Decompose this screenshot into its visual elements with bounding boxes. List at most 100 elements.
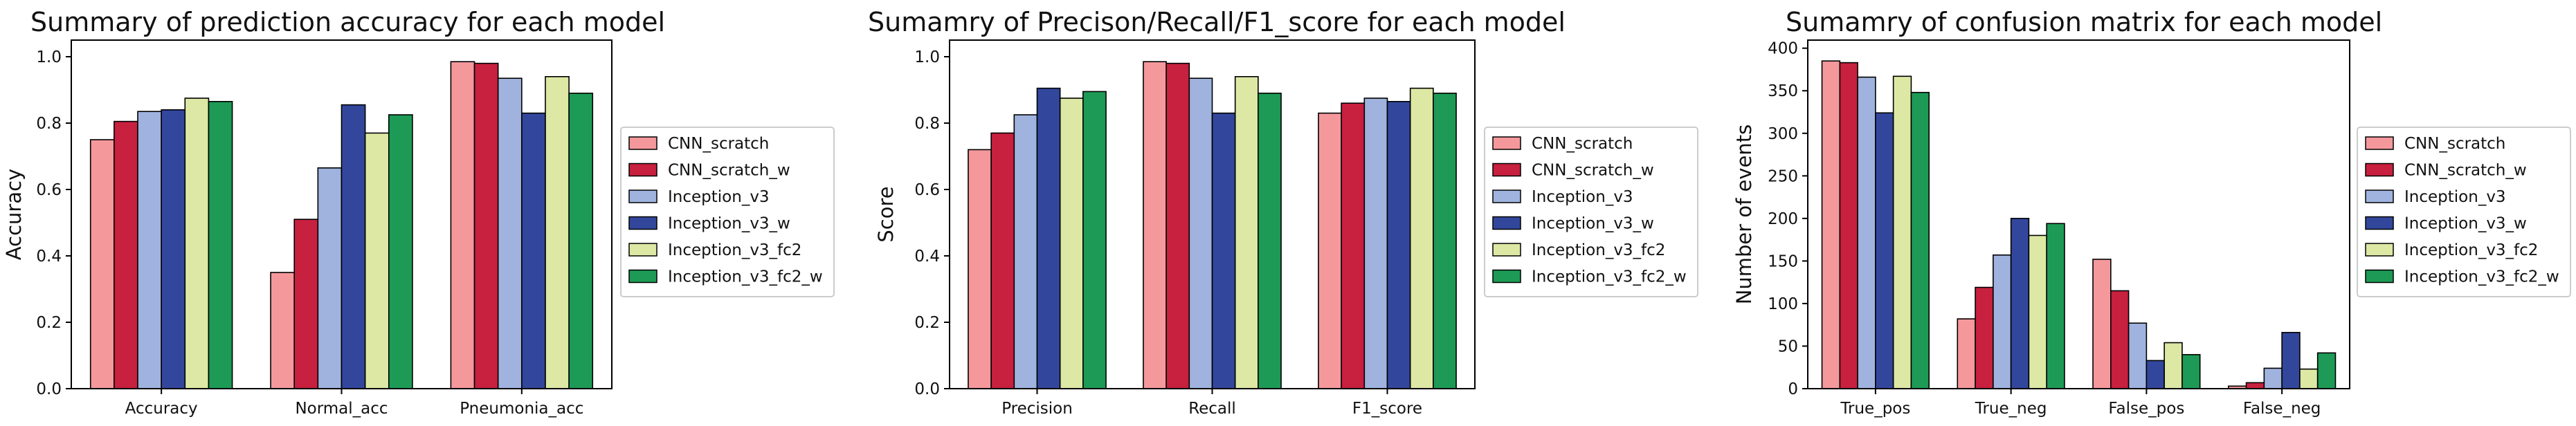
bar-inception-v3-fc2-w-recall	[1258, 93, 1282, 389]
bar-inception-v3-w-f1-score	[1386, 101, 1411, 389]
chart-1: Summary of prediction accuracy for each …	[2, 7, 835, 418]
y-tick-label: 0.2	[36, 314, 62, 332]
bar-inception-v3-fc2-accuracy	[184, 98, 210, 389]
legend-swatch-cnn-scratch-w	[628, 163, 657, 177]
bar-inception-v3-w-true-pos	[1875, 112, 1894, 389]
chart-title: Summary of prediction accuracy for each …	[30, 7, 665, 37]
bar-cnn-scratch-w-true-pos	[1839, 62, 1858, 389]
bar-inception-v3-w-recall	[1211, 112, 1236, 389]
legend-label: Inception_v3_fc2_w	[1532, 268, 1687, 286]
bar-inception-v3-fc2-w-false-pos	[2182, 353, 2201, 389]
bar-inception-v3-accuracy	[137, 111, 162, 389]
legend-label: Inception_v3_w	[1532, 215, 1654, 233]
bar-inception-v3-false-pos	[2128, 322, 2148, 389]
legend-label: Inception_v3_fc2_w	[2404, 268, 2559, 286]
legend-label: Inception_v3	[1532, 188, 1633, 206]
y-tick-label: 0.8	[914, 115, 940, 133]
bar-inception-v3-w-accuracy	[161, 109, 186, 389]
y-tick-label: 400	[1768, 40, 1798, 58]
legend: CNN_scratch CNN_scratch_w Inception_v3 Ince…	[620, 127, 835, 297]
y-tick-label: 150	[1768, 252, 1798, 270]
y-tick-label: 1.0	[36, 48, 62, 66]
legend-label: CNN_scratch	[1532, 135, 1633, 153]
x-tick-label: F1_score	[1352, 400, 1422, 418]
bar-inception-v3-fc2-w-accuracy	[208, 101, 233, 389]
legend-label: Inception_v3_w	[2404, 215, 2527, 233]
legend-swatch-inception-v3-fc2	[1492, 243, 1521, 257]
legend-label: Inception_v3	[2404, 188, 2506, 206]
legend-swatch-inception-v3	[628, 189, 657, 203]
bar-inception-v3-fc2-precision	[1059, 98, 1084, 389]
y-axis-label: Accuracy	[2, 169, 26, 260]
bar-inception-v3-precision	[1013, 114, 1038, 389]
legend-swatch-inception-v3-w	[2365, 216, 2394, 230]
legend-label: Inception_v3_w	[668, 215, 790, 233]
bar-cnn-scratch-w-f1-score	[1341, 102, 1366, 389]
bar-cnn-scratch-normal-acc	[270, 272, 296, 389]
legend-label: Inception_v3_fc2	[1532, 241, 1665, 259]
legend-swatch-cnn-scratch	[628, 136, 657, 150]
legend-swatch-inception-v3-fc2	[2365, 243, 2394, 257]
chart-title: Sumamry of Precison/Recall/F1_score for …	[868, 7, 1566, 37]
y-tick-label: 300	[1768, 125, 1798, 143]
plot-frame	[1807, 39, 2350, 389]
chart-3: Sumamry of confusion matrix for each mod…	[1732, 7, 2571, 418]
legend-swatch-cnn-scratch-w	[1492, 163, 1521, 177]
bar-inception-v3-true-neg	[1993, 254, 2012, 389]
bar-inception-v3-normal-acc	[317, 167, 343, 389]
legend-swatch-cnn-scratch	[2365, 136, 2394, 150]
y-tick-label: 0	[1788, 380, 1798, 398]
bar-inception-v3-fc2-false-pos	[2164, 342, 2183, 389]
bar-inception-v3-fc2-normal-acc	[364, 132, 390, 389]
legend-swatch-inception-v3	[1492, 189, 1521, 203]
bar-inception-v3-fc2-w-true-pos	[1910, 91, 1930, 389]
bar-inception-v3-w-true-neg	[2010, 218, 2030, 389]
legend-label: CNN_scratch_w	[1532, 162, 1654, 180]
bar-inception-v3-fc2-w-f1-score	[1433, 93, 1457, 389]
bar-inception-v3-fc2-true-neg	[2028, 234, 2047, 389]
legend: CNN_scratch CNN_scratch_w Inception_v3 Ince…	[1484, 127, 1698, 297]
x-tick-label: False_pos	[2108, 400, 2184, 418]
y-tick-label: 0.2	[914, 314, 940, 332]
legend-swatch-inception-v3-fc2-w	[1492, 269, 1521, 284]
y-tick-label: 250	[1768, 167, 1798, 185]
legend-label: Inception_v3_fc2_w	[668, 268, 823, 286]
y-tick-label: 0.4	[914, 248, 940, 266]
bar-cnn-scratch-w-recall	[1165, 62, 1190, 389]
bar-inception-v3-recall	[1188, 77, 1213, 389]
legend-box	[2357, 127, 2571, 297]
x-tick-label: False_neg	[2243, 400, 2321, 418]
y-tick-label: 200	[1768, 210, 1798, 228]
bar-inception-v3-true-pos	[1857, 76, 1876, 389]
bar-cnn-scratch-recall	[1143, 61, 1167, 389]
y-tick-label: 0.0	[36, 380, 62, 398]
bar-inception-v3-w-false-pos	[2146, 360, 2165, 389]
bar-inception-v3-false-neg	[2263, 367, 2283, 389]
bar-inception-v3-w-false-neg	[2281, 331, 2301, 389]
legend-swatch-inception-v3-fc2-w	[628, 269, 657, 284]
bar-cnn-scratch-f1-score	[1318, 112, 1342, 389]
y-tick-label: 100	[1768, 295, 1798, 313]
bar-cnn-scratch-w-precision	[990, 132, 1015, 389]
legend-label: CNN_scratch	[668, 135, 769, 153]
bar-cnn-scratch-true-neg	[1957, 318, 1976, 389]
x-tick-label: True_pos	[1840, 400, 1910, 418]
x-tick-label: True_neg	[1975, 400, 2047, 418]
y-tick-label: 0.0	[914, 380, 940, 398]
bar-cnn-scratch-w-accuracy	[114, 120, 138, 389]
y-tick-label: 1.0	[914, 48, 940, 66]
bar-inception-v3-fc2-w-precision	[1082, 91, 1107, 389]
y-axis-label: Number of events	[1732, 124, 1756, 305]
bar-cnn-scratch-w-false-pos	[2110, 290, 2130, 389]
bar-cnn-scratch-w-false-neg	[2245, 382, 2265, 389]
legend-swatch-inception-v3-w	[628, 216, 657, 230]
y-tick-label: 50	[1778, 337, 1798, 355]
y-tick-label: 0.6	[914, 181, 940, 199]
legend-label: CNN_scratch_w	[2404, 162, 2527, 180]
legend-label: Inception_v3	[668, 188, 770, 206]
bar-inception-v3-w-pneumonia-acc	[521, 112, 546, 389]
bar-inception-v3-fc2-w-normal-acc	[388, 114, 413, 389]
bar-cnn-scratch-accuracy	[89, 139, 115, 389]
bar-inception-v3-w-precision	[1036, 87, 1061, 389]
legend-box	[1484, 127, 1698, 297]
